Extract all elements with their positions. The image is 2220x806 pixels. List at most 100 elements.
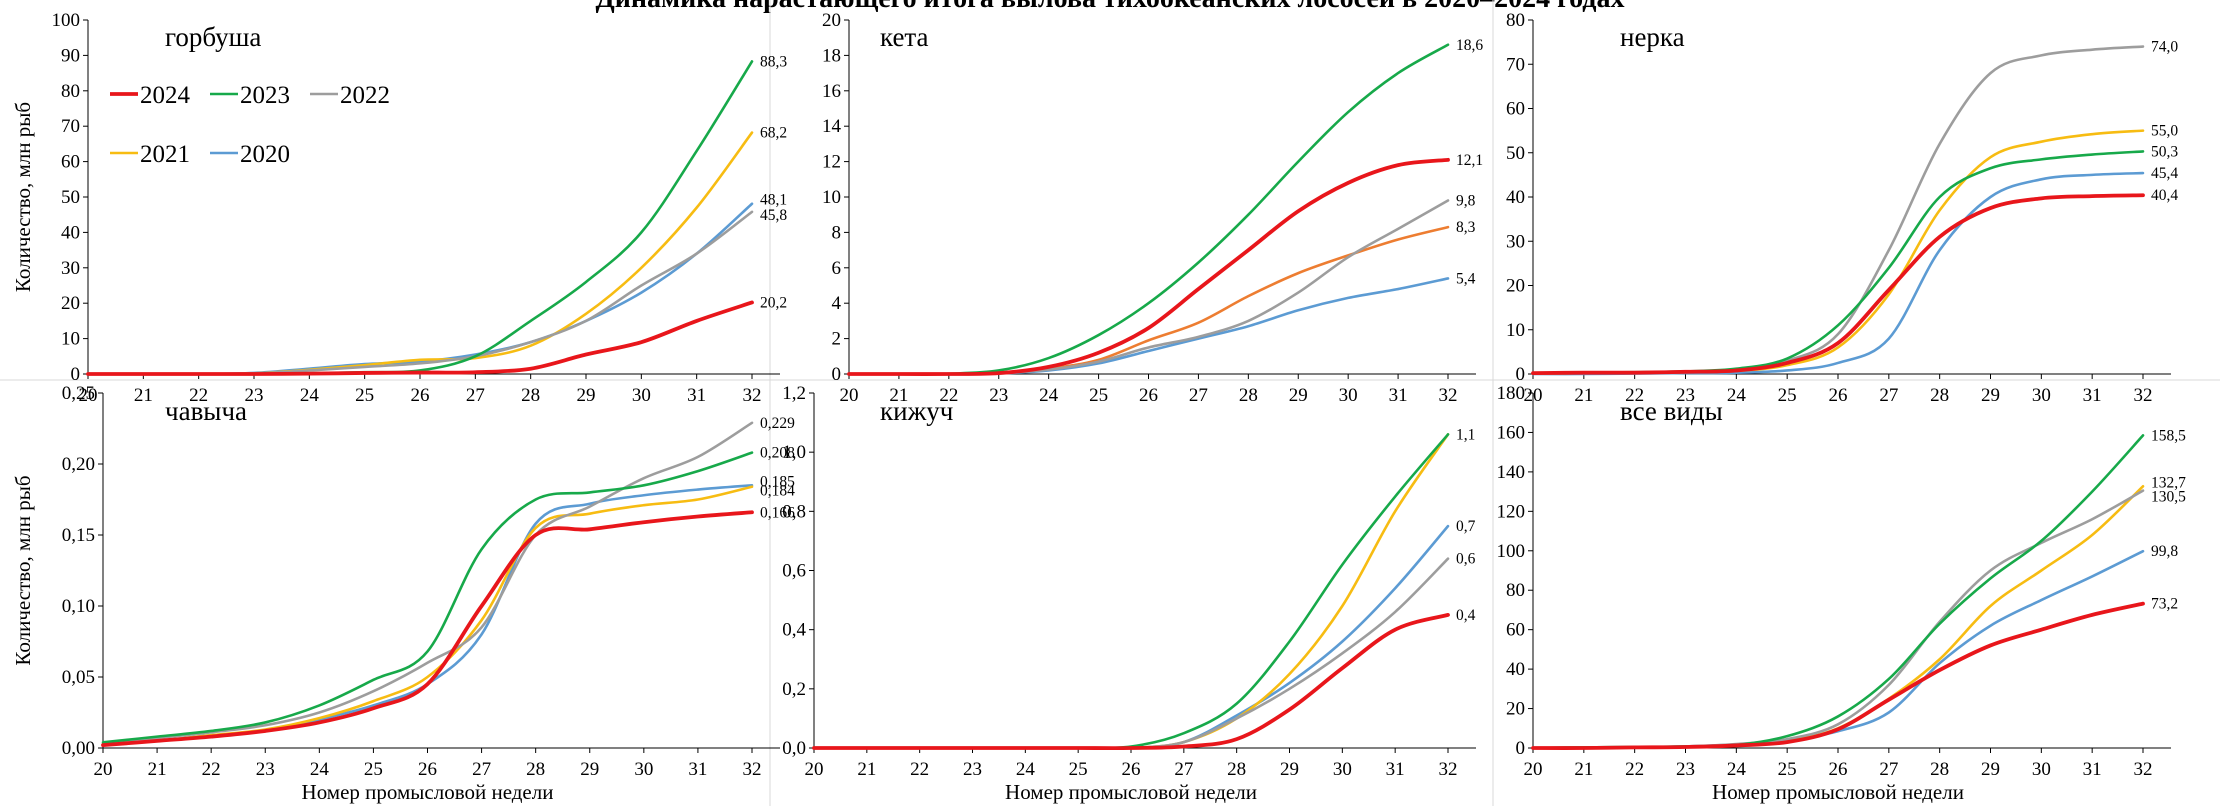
x-tick-label: 31 <box>1386 759 1405 780</box>
y-tick-label: 18 <box>822 45 841 66</box>
x-tick-label: 29 <box>580 759 599 780</box>
data-label: 0,6 <box>1456 551 1476 568</box>
series-line-2022 <box>847 199 1450 376</box>
x-tick-label: 32 <box>1439 385 1458 406</box>
y-tick-label: 50 <box>1506 143 1525 164</box>
y-tick-label: 0 <box>832 364 842 385</box>
x-tick-label: 24 <box>310 759 330 780</box>
x-tick-label: 30 <box>1339 385 1358 406</box>
x-tick-label: 22 <box>939 385 958 406</box>
data-label: 1,1 <box>1456 426 1475 443</box>
data-label: 55,0 <box>2151 123 2178 140</box>
x-tick-label: 20 <box>805 759 824 780</box>
x-tick-label: 22 <box>202 759 221 780</box>
series-line-2023 <box>101 451 754 744</box>
y-tick-label: 0,8 <box>782 501 806 522</box>
series-line-2021 <box>101 485 754 747</box>
x-tick-label: 30 <box>634 759 653 780</box>
data-label: 0,229 <box>760 415 795 432</box>
series-line-2023 <box>847 43 1450 376</box>
x-tick-label: 26 <box>1829 385 1848 406</box>
x-tick-label: 21 <box>1574 385 1593 406</box>
x-tick-label: 27 <box>1189 385 1208 406</box>
series-line-2023 <box>1531 150 2145 375</box>
y-tick-label: 120 <box>1497 501 1526 522</box>
y-tick-label: 40 <box>1506 187 1525 208</box>
y-tick-label: 140 <box>1497 462 1526 483</box>
x-tick-label: 28 <box>1227 759 1246 780</box>
series-line-2021 <box>812 433 1450 750</box>
y-tick-label: 60 <box>1506 99 1525 120</box>
y-tick-label: 2 <box>832 329 842 350</box>
y-tick-label: 0 <box>71 364 81 385</box>
chart-panel-4: 0,0 0,2 0,4 0,6 0,8 1,0 1,2 20 21 22 23 24 25 26 27 28 2… <box>782 383 1476 804</box>
x-tick-label: 28 <box>1930 759 1949 780</box>
y-tick-label: 0,2 <box>782 679 806 700</box>
data-label: 0,4 <box>1456 607 1476 624</box>
x-tick-label: 22 <box>1625 759 1644 780</box>
x-axis-title: Номер промысловой недели <box>302 780 554 804</box>
x-tick-label: 29 <box>1280 759 1299 780</box>
y-tick-label: 6 <box>832 258 842 279</box>
x-tick-label: 32 <box>1439 759 1458 780</box>
data-label: 68,2 <box>760 125 787 142</box>
y-tick-label: 40 <box>61 222 80 243</box>
y-tick-label: 0,20 <box>62 454 95 475</box>
x-tick-label: 21 <box>148 759 167 780</box>
x-tick-label: 27 <box>472 759 491 780</box>
y-tick-label: 10 <box>1506 320 1525 341</box>
y-tick-label: 16 <box>822 81 841 102</box>
y-tick-label: 160 <box>1497 422 1526 443</box>
series-line-2020 <box>86 202 754 376</box>
y-tick-label: 30 <box>1506 231 1525 252</box>
data-label: 158,5 <box>2151 427 2186 444</box>
series-line-2024 <box>847 157 1450 376</box>
x-tick-label: 29 <box>577 385 596 406</box>
data-label: 48,1 <box>760 192 787 209</box>
legend-label: 2020 <box>240 141 290 168</box>
y-tick-label: 0 <box>1516 364 1526 385</box>
data-label: 0,166 <box>760 504 795 521</box>
y-tick-label: 14 <box>822 116 842 137</box>
y-tick-label: 0,15 <box>62 525 95 546</box>
panel-title: кета <box>880 22 929 52</box>
series-line-2020 <box>101 484 754 747</box>
x-axis-title: Номер промысловой недели <box>1712 780 1964 804</box>
x-tick-label: 20 <box>840 385 859 406</box>
data-label: 74,0 <box>2151 39 2178 56</box>
x-tick-label: 23 <box>989 385 1008 406</box>
x-tick-label: 23 <box>1676 385 1695 406</box>
x-tick-label: 31 <box>2083 385 2102 406</box>
data-label: 88,3 <box>760 53 787 70</box>
y-tick-label: 70 <box>1506 54 1525 75</box>
series-line-2024 <box>101 510 754 748</box>
legend-label: 2021 <box>140 141 190 168</box>
x-tick-label: 26 <box>1122 759 1141 780</box>
x-tick-label: 31 <box>688 759 707 780</box>
y-tick-label: 100 <box>1497 541 1526 562</box>
y-tick-label: 12 <box>822 152 841 173</box>
data-label: 45,4 <box>2151 165 2178 182</box>
data-label: 45,8 <box>760 207 787 224</box>
x-tick-label: 25 <box>1069 759 1088 780</box>
x-tick-label: 26 <box>411 385 430 406</box>
legend: 2024 2023 2022 2021 2020 <box>110 82 390 168</box>
y-tick-label: 0,25 <box>62 383 95 404</box>
x-tick-label: 25 <box>1089 385 1108 406</box>
series-line-2021 <box>1531 129 2145 375</box>
y-tick-label: 80 <box>1506 10 1525 31</box>
data-label: 0,7 <box>1456 518 1476 535</box>
x-tick-label: 31 <box>687 385 706 406</box>
y-tick-label: 1,2 <box>782 383 806 404</box>
x-tick-label: 20 <box>94 759 113 780</box>
legend-label: 2023 <box>240 82 290 109</box>
x-tick-label: 28 <box>1930 385 1949 406</box>
x-axis-title: Номер промысловой недели <box>1005 780 1257 804</box>
series-line-2022 <box>86 210 754 376</box>
x-tick-label: 25 <box>364 759 383 780</box>
series-line-2020 <box>812 524 1450 750</box>
series-line-2023 <box>812 433 1450 750</box>
